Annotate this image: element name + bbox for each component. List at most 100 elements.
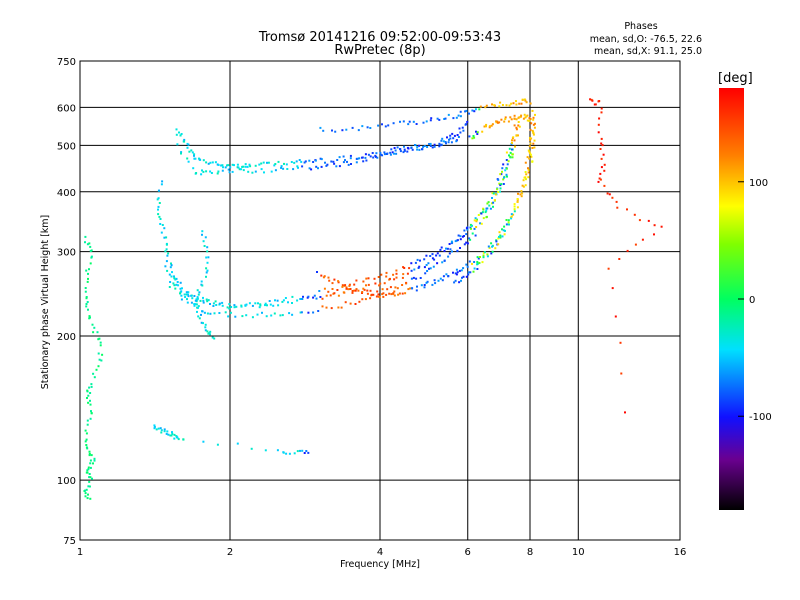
data-point: [308, 167, 311, 170]
data-point: [233, 304, 236, 307]
data-point: [269, 303, 272, 306]
data-point: [527, 176, 530, 179]
data-point: [522, 179, 525, 182]
data-point: [171, 271, 173, 274]
data-point: [499, 187, 502, 190]
data-point: [341, 129, 344, 132]
data-point: [292, 168, 295, 171]
data-point: [236, 163, 239, 166]
data-point: [240, 168, 243, 171]
data-point: [419, 277, 422, 279]
data-point: [377, 293, 380, 296]
data-point: [473, 261, 476, 263]
data-point: [512, 213, 515, 216]
data-point: [169, 281, 172, 283]
data-point: [427, 262, 430, 265]
data-point: [620, 372, 623, 375]
data-point: [455, 273, 458, 276]
data-point: [378, 284, 381, 287]
data-point: [517, 121, 520, 123]
data-point: [498, 235, 500, 238]
data-point: [490, 202, 493, 205]
data-point: [209, 312, 212, 315]
data-point: [611, 196, 614, 199]
data-point: [316, 271, 318, 273]
data-point: [203, 245, 206, 247]
data-point: [265, 315, 268, 318]
data-point: [385, 271, 388, 274]
data-point: [528, 119, 531, 122]
x-tick-label: 10: [572, 547, 585, 558]
data-point: [244, 304, 247, 307]
data-point: [337, 294, 340, 297]
data-point: [381, 288, 384, 291]
data-point: [523, 98, 526, 101]
data-point: [474, 108, 477, 111]
data-point: [524, 161, 527, 164]
data-point: [222, 166, 224, 169]
data-point: [488, 204, 491, 207]
data-point: [355, 161, 358, 164]
data-point: [432, 265, 435, 268]
data-point: [155, 428, 158, 431]
data-point: [353, 289, 356, 292]
data-point: [266, 161, 268, 164]
data-point: [481, 130, 484, 133]
data-point: [511, 153, 514, 156]
data-point: [329, 294, 332, 297]
data-point: [233, 164, 235, 167]
data-point: [205, 271, 208, 274]
data-point: [196, 297, 199, 300]
data-point: [366, 289, 369, 292]
data-point: [201, 284, 204, 287]
data-point: [349, 302, 352, 305]
data-point: [186, 157, 189, 160]
data-point: [505, 223, 508, 226]
data-point: [205, 161, 208, 164]
data-point: [195, 172, 198, 174]
data-point: [344, 159, 346, 162]
data-point: [299, 298, 302, 300]
data-point: [325, 164, 328, 167]
data-point: [227, 315, 230, 318]
data-point: [362, 160, 365, 163]
data-point: [600, 137, 603, 140]
data-point: [86, 389, 89, 392]
data-point: [179, 281, 182, 284]
data-point: [505, 219, 508, 221]
data-point: [525, 173, 528, 176]
data-point: [508, 147, 511, 150]
data-point: [461, 235, 464, 238]
data-point: [170, 275, 173, 278]
data-point: [270, 170, 273, 173]
data-point: [611, 287, 614, 290]
data-point: [458, 269, 461, 272]
data-point: [349, 157, 352, 160]
data-point: [204, 329, 207, 332]
data-point: [600, 142, 603, 145]
data-point: [476, 262, 479, 265]
data-point: [466, 120, 469, 123]
data-point: [95, 368, 98, 371]
data-point: [634, 243, 637, 246]
data-point: [465, 233, 468, 236]
data-point: [198, 157, 200, 160]
data-point: [420, 284, 423, 287]
data-point: [86, 419, 89, 422]
data-point: [200, 280, 203, 283]
data-point: [476, 261, 479, 263]
data-point: [205, 256, 208, 259]
data-point: [491, 103, 493, 106]
data-point: [89, 262, 92, 265]
colorbar-tick-label: -100: [749, 412, 772, 423]
data-point: [393, 290, 396, 293]
data-point: [513, 139, 516, 142]
data-point: [331, 282, 334, 285]
data-point: [491, 197, 493, 199]
data-point: [501, 228, 503, 231]
data-point: [448, 243, 451, 245]
data-point: [330, 160, 333, 163]
data-point: [221, 301, 224, 304]
data-point: [281, 300, 284, 303]
data-point: [462, 129, 465, 132]
